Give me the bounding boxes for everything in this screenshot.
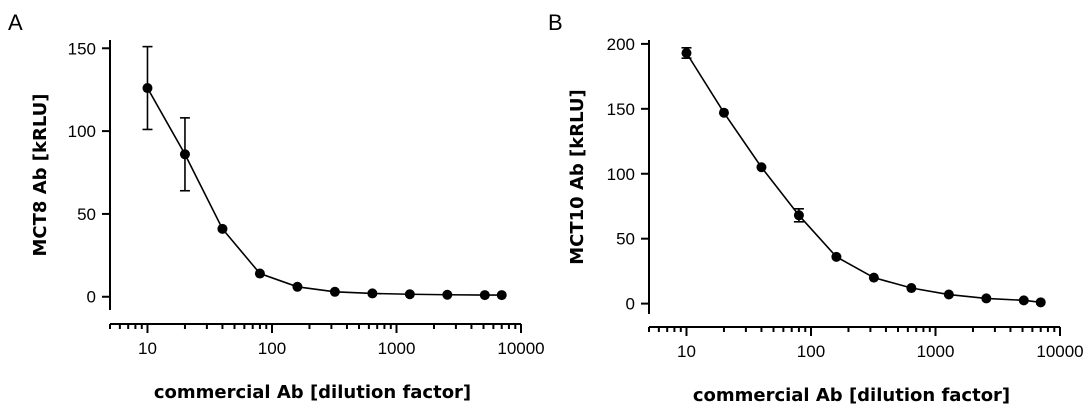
y-tick-label: 0 bbox=[87, 288, 96, 307]
data-point bbox=[496, 290, 507, 301]
series-line bbox=[146, 87, 502, 296]
data-point bbox=[329, 286, 340, 297]
data-point bbox=[367, 288, 378, 299]
panel-letter-b: B bbox=[548, 10, 563, 35]
y-tick-label: 150 bbox=[607, 100, 635, 119]
chart-panel-a: 0 50 100 150 10 100 1000 10000 commercial Ab [di… bbox=[30, 39, 545, 403]
x-tick-label: 100 bbox=[258, 339, 286, 358]
data-point bbox=[1035, 297, 1046, 308]
y-axis-title: MCT8 Ab [kRLU] bbox=[30, 93, 51, 256]
data-point bbox=[681, 47, 692, 58]
data-point bbox=[479, 290, 490, 301]
data-point bbox=[179, 149, 190, 160]
y-tick-label: 100 bbox=[607, 165, 635, 184]
x-tick-label: 10 bbox=[677, 342, 696, 361]
y-tick-label: 150 bbox=[68, 39, 96, 58]
x-tick-label: 10 bbox=[138, 339, 157, 358]
x-tick-label: 10000 bbox=[497, 339, 544, 358]
x-tick-label: 1000 bbox=[917, 342, 955, 361]
x-axis-title: commercial Ab [dilution factor] bbox=[693, 385, 1010, 406]
data-point bbox=[718, 107, 729, 118]
data-point bbox=[442, 289, 453, 300]
y-tick-label: 100 bbox=[68, 122, 96, 141]
y-tick-label: 0 bbox=[626, 295, 635, 314]
data-point bbox=[254, 268, 265, 279]
data-point bbox=[292, 281, 303, 292]
data-point bbox=[217, 223, 228, 234]
chart-panel-b: 0 50 100 150 200 10 100 1000 10000 commercial Ab … bbox=[567, 35, 1084, 406]
x-tick-label: 1000 bbox=[378, 339, 416, 358]
data-point bbox=[981, 293, 992, 304]
y-tick-label: 50 bbox=[77, 205, 96, 224]
data-point bbox=[1018, 295, 1029, 306]
y-axis-title: MCT10 Ab [kRLU] bbox=[567, 89, 588, 265]
data-point bbox=[404, 289, 415, 300]
data-point bbox=[756, 162, 767, 173]
x-tick-label: 100 bbox=[797, 342, 825, 361]
data-point bbox=[142, 83, 153, 94]
x-tick-label: 10000 bbox=[1036, 342, 1083, 361]
data-point bbox=[868, 272, 879, 283]
data-point bbox=[793, 210, 804, 221]
panel-letter-a: A bbox=[8, 10, 23, 35]
x-axis-title: commercial Ab [dilution factor] bbox=[154, 382, 471, 403]
data-point bbox=[831, 251, 842, 262]
data-point bbox=[906, 283, 917, 294]
series-line bbox=[685, 52, 1041, 304]
y-tick-label: 50 bbox=[616, 230, 635, 249]
y-tick-label: 200 bbox=[607, 35, 635, 54]
data-point bbox=[943, 289, 954, 300]
